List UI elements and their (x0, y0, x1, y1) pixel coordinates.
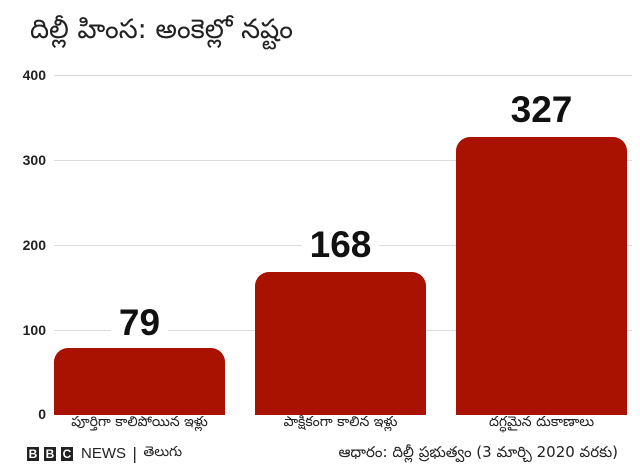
value-text: 327 (502, 89, 581, 130)
chart-title: దిల్లీ హింస: అంకెల్లో నష్టం (30, 14, 293, 45)
gridline-400 (54, 75, 632, 76)
value-text: 79 (110, 302, 169, 343)
y-tick-0: 0 (38, 406, 46, 422)
bar-fully-burnt-houses (54, 348, 225, 415)
value-label-3: 327 (456, 89, 627, 131)
bbc-letter: C (61, 446, 73, 461)
source-note: ఆధారం: దిల్లీ ప్రభుత్వం (3 మార్చి 2020 వ… (338, 443, 618, 461)
value-label-1: 79 (54, 302, 225, 344)
y-tick-100: 100 (22, 322, 46, 338)
bar-burnt-shops (456, 137, 627, 415)
x-label-1: పూర్తిగా కాలిపోయిన ఇళ్లు (71, 414, 208, 430)
news-wordmark: NEWS (81, 445, 126, 462)
bar-partially-burnt-houses (255, 272, 426, 415)
y-tick-300: 300 (22, 152, 46, 168)
bbc-letter: B (44, 446, 56, 461)
x-label-3: దగ్ధమైన దుకాణాలు (488, 414, 595, 430)
bbc-letter: B (27, 446, 39, 461)
language-label: తెలుగు (143, 444, 183, 460)
bbc-news-telugu-logo: B B C NEWS | తెలుగు (27, 444, 182, 463)
x-label-2: పాక్షికంగా కాలిన ఇళ్లు (283, 414, 398, 430)
y-tick-200: 200 (22, 237, 46, 253)
gridline-300 (54, 160, 632, 161)
value-label-2: 168 (255, 224, 426, 266)
value-text: 168 (301, 224, 380, 265)
y-tick-400: 400 (22, 67, 46, 83)
logo-separator: | (132, 444, 138, 463)
